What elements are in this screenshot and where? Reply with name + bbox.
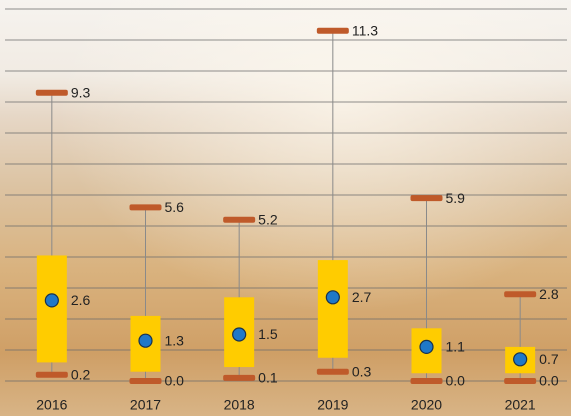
x-tick-label: 2016 — [36, 397, 67, 413]
x-tick-label: 2019 — [317, 397, 348, 413]
min-marker — [223, 374, 256, 381]
max-label: 5.6 — [165, 199, 185, 215]
mean-label: 2.7 — [352, 289, 372, 305]
x-tick-label: 2017 — [130, 397, 161, 413]
min-marker — [504, 378, 537, 384]
mean-label: 0.7 — [539, 351, 559, 367]
max-label: 11.3 — [352, 22, 378, 38]
min-marker — [35, 371, 68, 378]
mean-label: 1.5 — [258, 326, 278, 342]
min-label: 0.1 — [258, 370, 278, 386]
max-marker — [35, 89, 68, 96]
min-label: 0.0 — [446, 373, 466, 389]
max-marker — [223, 216, 256, 223]
min-label: 0.0 — [165, 373, 185, 389]
min-marker — [129, 378, 162, 384]
min-marker — [410, 378, 443, 384]
max-marker — [410, 195, 443, 202]
max-label: 5.2 — [258, 212, 278, 228]
mean-label: 1.1 — [446, 339, 466, 355]
mean-label: 1.3 — [165, 332, 185, 348]
x-tick-label: 2020 — [411, 397, 442, 413]
max-label: 2.8 — [539, 286, 559, 302]
mean-marker — [232, 327, 247, 342]
x-tick-label: 2021 — [505, 397, 536, 413]
mean-marker — [325, 290, 340, 305]
max-marker — [129, 204, 162, 211]
max-label: 9.3 — [71, 84, 91, 100]
mean-marker — [513, 352, 528, 367]
mean-marker — [419, 339, 434, 354]
mean-label: 2.6 — [71, 292, 91, 308]
x-tick-label: 2018 — [224, 397, 255, 413]
min-label: 0.3 — [352, 363, 372, 379]
max-marker — [316, 27, 349, 34]
mean-marker — [138, 333, 153, 348]
min-label: 0.2 — [71, 367, 91, 383]
min-marker — [316, 368, 349, 375]
max-label: 5.9 — [446, 190, 466, 206]
box — [36, 255, 67, 363]
max-marker — [504, 291, 537, 298]
box — [317, 260, 348, 358]
mean-marker — [44, 293, 59, 308]
min-label: 0.0 — [539, 373, 559, 389]
